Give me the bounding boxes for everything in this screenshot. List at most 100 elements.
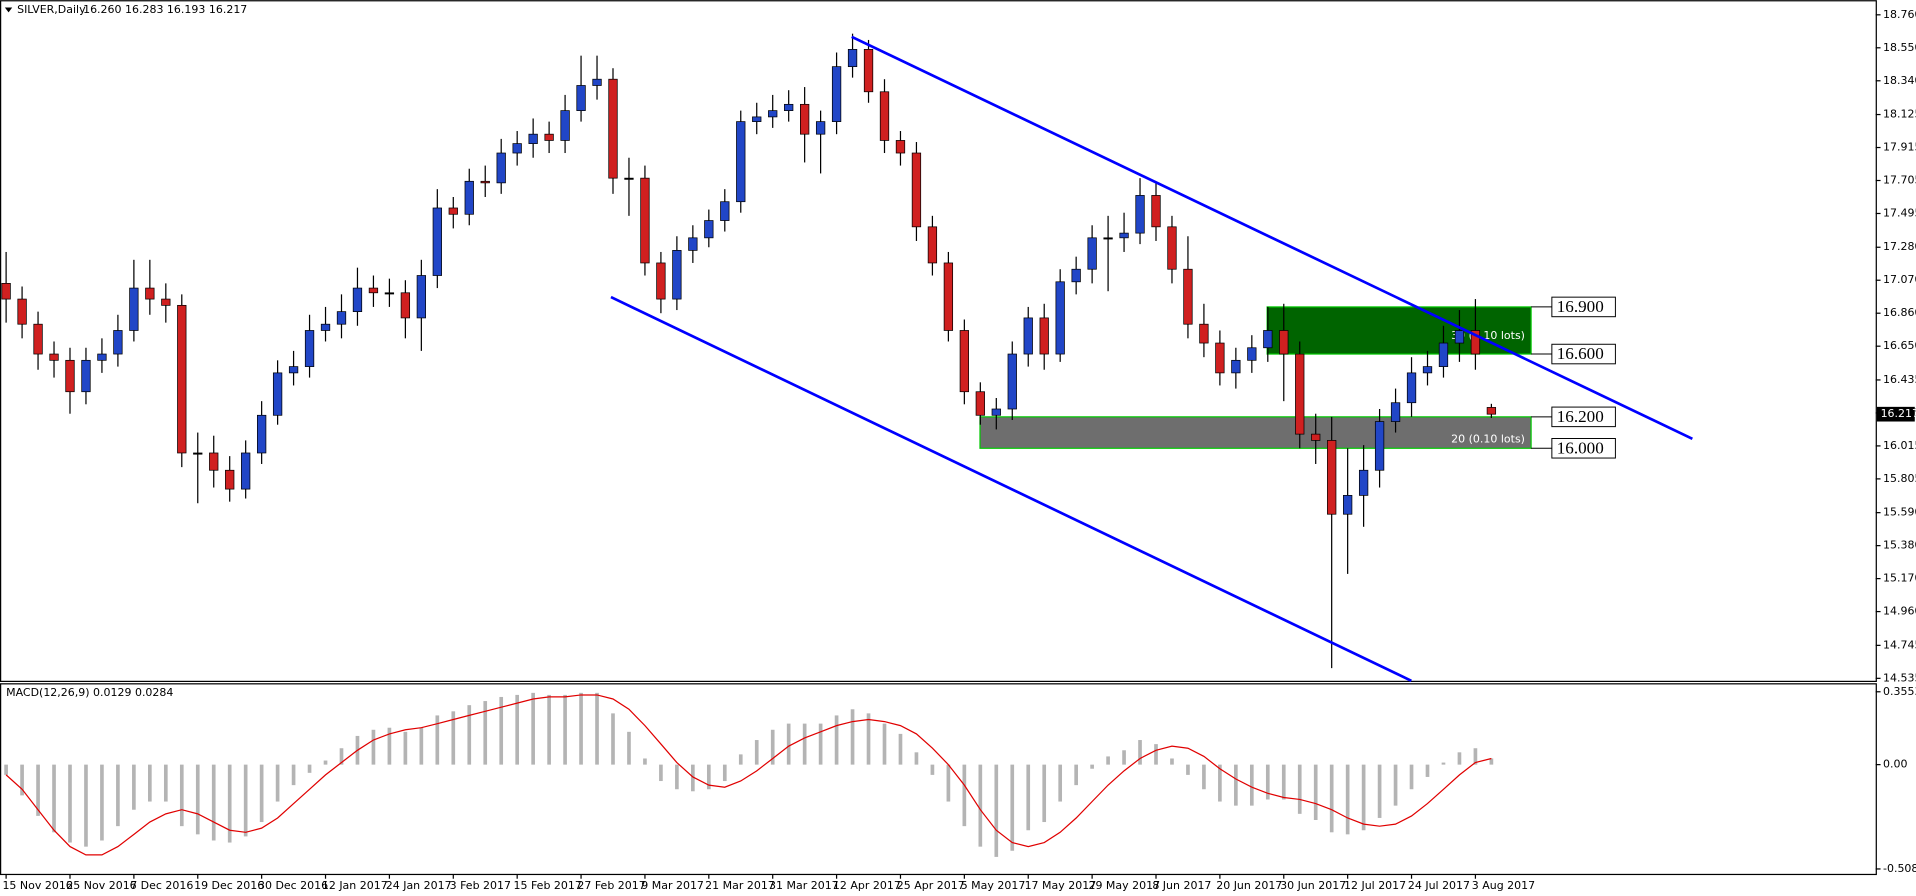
- candle-body: [863, 49, 874, 93]
- candle-body: [97, 353, 107, 361]
- candle-body: [1071, 268, 1081, 283]
- x-tick-label: 31 Mar 2017: [769, 879, 839, 892]
- macd-bar: [579, 692, 583, 765]
- macd-bar: [834, 715, 839, 765]
- macd-bar: [1281, 764, 1286, 800]
- macd-bar: [68, 764, 72, 843]
- y-tick-label: 17.280: [1883, 240, 1916, 253]
- macd-bar: [1473, 748, 1478, 765]
- y-tick-label: 15.805: [1883, 472, 1916, 485]
- macd-bar: [307, 764, 312, 773]
- candle-body: [991, 408, 1001, 416]
- macd-bar: [818, 723, 823, 765]
- zone-label: 20 (0.10 lots): [1451, 433, 1525, 446]
- candle-body: [959, 330, 969, 393]
- candle-body: [736, 121, 746, 203]
- macd-bar: [451, 711, 456, 765]
- macd-bar: [1154, 744, 1158, 765]
- macd-bar: [52, 764, 56, 833]
- signal-line: [5, 694, 1492, 856]
- macd-bar: [1234, 764, 1238, 806]
- candle-body: [193, 452, 203, 455]
- x-tick-label: 30 Dec 2016: [258, 879, 328, 892]
- candle-body: [368, 287, 379, 294]
- candle-body: [288, 366, 299, 374]
- x-tick-label: 21 Mar 2017: [705, 879, 775, 892]
- y-tick-label: 15.590: [1883, 506, 1916, 519]
- macd-bar: [1122, 750, 1126, 765]
- macd-bar: [291, 764, 296, 786]
- macd-bar: [691, 764, 695, 792]
- candle-body: [272, 372, 283, 416]
- candle-body: [432, 207, 442, 276]
- y-tick-label: 17.070: [1883, 273, 1916, 286]
- candle-body: [1486, 407, 1497, 415]
- candle-body: [847, 49, 858, 68]
- candle-body: [1247, 347, 1257, 361]
- candle-body: [800, 103, 810, 135]
- macd-bar: [163, 764, 168, 802]
- candle-body: [1311, 433, 1321, 441]
- macd-bar: [1202, 764, 1206, 790]
- macd-bar: [722, 764, 727, 782]
- candle-body: [688, 237, 698, 251]
- menu-triangle[interactable]: [4, 7, 13, 13]
- price-panel: [0, 0, 1877, 683]
- candle-body: [1039, 317, 1049, 355]
- macd-bar: [978, 764, 983, 847]
- macd-bar: [1218, 764, 1222, 802]
- macd-bar: [211, 764, 216, 841]
- candle-body: [81, 359, 91, 393]
- macd-bar: [259, 764, 264, 823]
- candle-body: [480, 180, 490, 184]
- candle-body: [720, 201, 730, 221]
- macd-bar: [1090, 764, 1094, 769]
- candle-body: [624, 177, 634, 180]
- upper-channel-line: [851, 35, 1693, 441]
- candle-body: [464, 180, 474, 215]
- macd-bar: [1106, 756, 1110, 765]
- macd-bar: [930, 764, 935, 775]
- macd-bar: [882, 723, 887, 765]
- y-tick-label: 16.015: [1883, 439, 1916, 452]
- candle-body: [1470, 330, 1481, 355]
- x-tick-label: 15 Nov 2016: [2, 879, 72, 892]
- macd-bar: [371, 729, 376, 765]
- current-price-box: [1876, 406, 1915, 422]
- macd-bar: [1377, 764, 1382, 818]
- candle-body: [1390, 402, 1401, 422]
- macd-bar: [1026, 764, 1031, 831]
- candle-body: [592, 78, 602, 86]
- macd-bar: [611, 713, 615, 765]
- y-tick-label: 16.650: [1883, 339, 1916, 352]
- x-tick-label: 27 Feb 2017: [577, 879, 645, 892]
- symbol-title: SILVER,Daily: [17, 3, 86, 16]
- level-label: 16.000: [1557, 438, 1604, 457]
- macd-bar: [1425, 764, 1430, 777]
- candle-body: [879, 91, 890, 141]
- candle-body: [704, 220, 714, 239]
- macd-bar: [20, 764, 24, 796]
- x-tick-label: 24 Jul 2017: [1408, 879, 1470, 892]
- candle-body: [528, 133, 538, 144]
- macd-bar: [1042, 764, 1047, 823]
- candle-body: [815, 121, 826, 135]
- candle-body: [1231, 359, 1241, 374]
- macd-bar: [627, 731, 631, 765]
- candle-body: [640, 177, 650, 264]
- macd-bar: [898, 733, 903, 765]
- level-box: [1551, 438, 1616, 459]
- x-tick-label: 24 Jan 2017: [386, 879, 452, 892]
- macd-bar: [1361, 764, 1366, 831]
- candle-body: [768, 110, 778, 118]
- macd-bar: [148, 764, 152, 802]
- candle-body: [895, 140, 906, 154]
- macd-bar: [1074, 764, 1078, 786]
- macd-bar: [643, 758, 647, 765]
- macd-bar: [84, 764, 88, 847]
- macd-bar: [595, 692, 599, 765]
- candle-body: [352, 287, 363, 313]
- candle-body: [911, 152, 922, 228]
- y-tick-label: 17.705: [1883, 174, 1916, 187]
- macd-bar: [100, 764, 104, 841]
